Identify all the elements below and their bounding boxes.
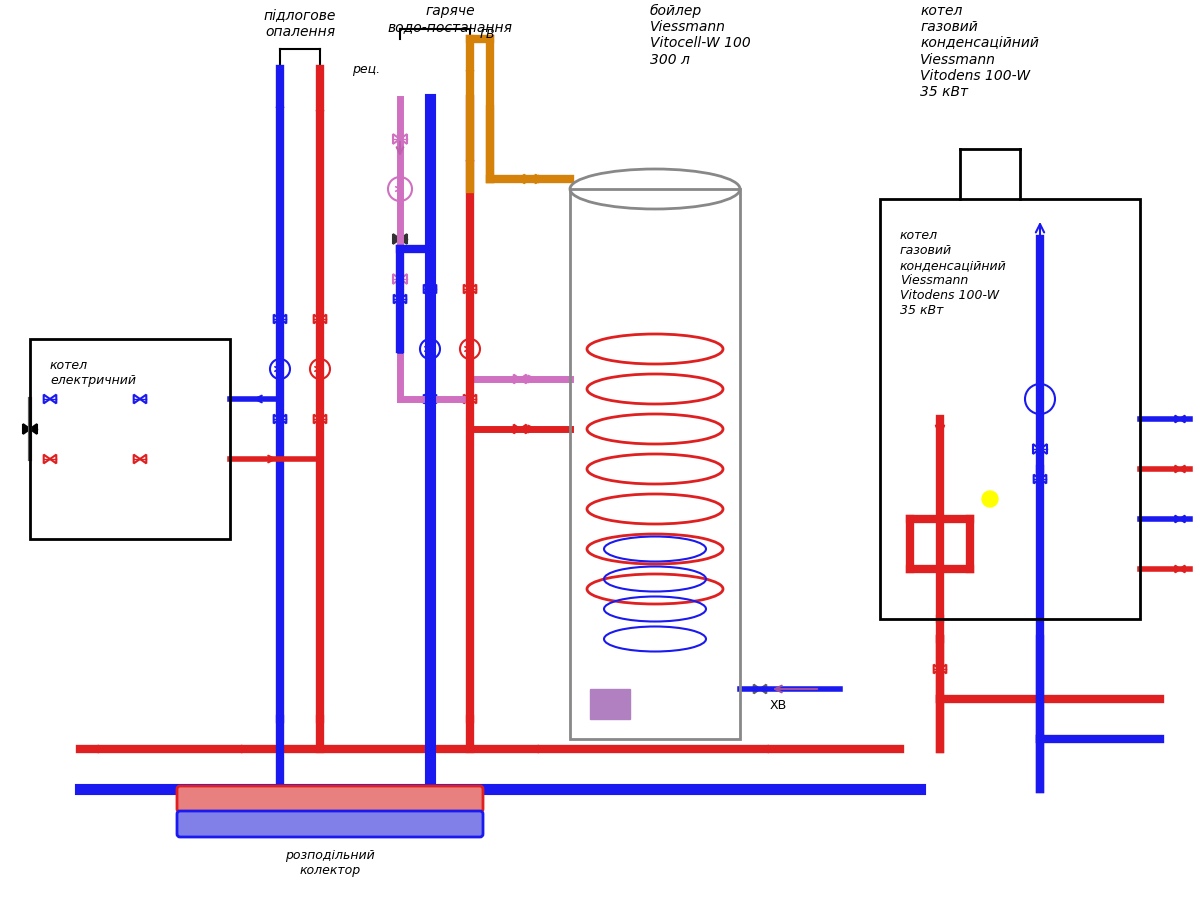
Text: підлогове
опалення: підлогове опалення	[264, 9, 336, 40]
Circle shape	[982, 491, 998, 507]
Text: розподільний
колектор: розподільний колектор	[286, 849, 374, 877]
Polygon shape	[30, 424, 37, 434]
Text: котел
електричний: котел електричний	[50, 359, 136, 387]
Text: Ⓜ: Ⓜ	[397, 344, 403, 354]
Text: котел
газовий
конденсаційний
Viessmann
Vitodens 100-W
35 кВт: котел газовий конденсаційний Viessmann V…	[920, 4, 1039, 99]
Text: рец.: рец.	[352, 62, 380, 75]
FancyBboxPatch shape	[178, 786, 482, 812]
Polygon shape	[23, 424, 30, 434]
Text: гаряче
водо-постачання: гаряче водо-постачання	[388, 4, 512, 34]
Text: котел
газовий
конденсаційний
Viessmann
Vitodens 100-W
35 кВт: котел газовий конденсаційний Viessmann V…	[900, 229, 1007, 317]
Polygon shape	[394, 234, 400, 244]
Text: бойлер
Viessmann
Vitocell-W 100
300 л: бойлер Viessmann Vitocell-W 100 300 л	[650, 4, 751, 67]
Text: ХВ: ХВ	[770, 699, 787, 712]
Bar	[30, 339, 230, 539]
Bar	[880, 199, 1140, 619]
Bar	[570, 189, 740, 739]
FancyBboxPatch shape	[178, 811, 482, 837]
Polygon shape	[400, 234, 407, 244]
Text: ГВ: ГВ	[480, 28, 496, 40]
Bar	[590, 689, 630, 719]
